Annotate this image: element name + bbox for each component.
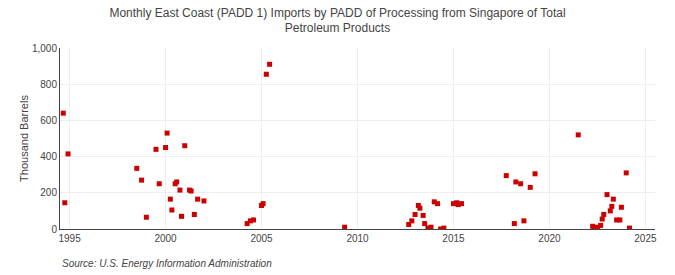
svg-text:2020: 2020 (538, 233, 561, 244)
svg-text:2010: 2010 (346, 233, 369, 244)
svg-text:800: 800 (40, 79, 57, 90)
svg-text:1,000: 1,000 (32, 43, 57, 54)
svg-text:Thousand Barrels: Thousand Barrels (18, 95, 30, 182)
svg-text:200: 200 (40, 187, 57, 198)
svg-text:Source: U.S. Energy Informatio: Source: U.S. Energy Information Administ… (62, 258, 272, 269)
svg-text:2015: 2015 (442, 233, 465, 244)
svg-text:0: 0 (51, 224, 57, 235)
svg-text:2025: 2025 (634, 233, 657, 244)
svg-text:2000: 2000 (154, 233, 177, 244)
svg-text:600: 600 (40, 115, 57, 126)
svg-text:400: 400 (40, 151, 57, 162)
svg-text:Monthly East Coast (PADD 1) Im: Monthly East Coast (PADD 1) Imports by P… (109, 6, 565, 36)
svg-text:1995: 1995 (58, 233, 81, 244)
svg-text:2005: 2005 (250, 233, 273, 244)
